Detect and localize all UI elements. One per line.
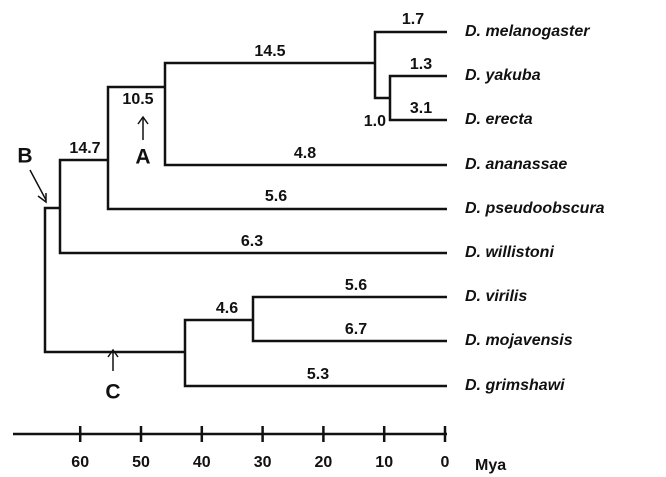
species: D. willistoni: [465, 244, 554, 261]
branch-label: 5.3: [307, 366, 329, 383]
tree-branches: [43, 30, 447, 388]
branch: [388, 74, 447, 122]
species: D. mojavensis: [465, 332, 573, 349]
labels: D. melanogaster D. yakuba D. erecta D. a…: [17, 11, 604, 403]
node-label: C: [105, 381, 120, 404]
tick-label: 50: [132, 454, 150, 471]
branch-label: 4.8: [294, 145, 316, 162]
time-axis: Mya 60 50 40 30 20 10 0: [13, 426, 506, 474]
branch-label: 6.3: [241, 233, 263, 250]
species: D. melanogaster: [465, 23, 590, 40]
branch: [106, 85, 447, 211]
species: D. ananassae: [465, 156, 567, 173]
tick-label: 30: [254, 454, 272, 471]
arrow: [29, 169, 47, 201]
arrow-head: [107, 348, 119, 358]
tick-label: 10: [375, 454, 393, 471]
branch-label: 5.6: [265, 188, 287, 205]
tick-label: 60: [71, 454, 89, 471]
axis-unit: Mya: [475, 457, 506, 474]
species: D. pseudoobscura: [465, 200, 605, 217]
branch: [58, 158, 447, 255]
node-label: A: [135, 146, 150, 169]
tick-label: 20: [315, 454, 333, 471]
branch-label: 6.7: [345, 321, 367, 338]
branch: [373, 30, 447, 100]
species: D. virilis: [465, 288, 527, 305]
branch-label: 1.0: [364, 113, 386, 130]
branch-label: 14.7: [69, 140, 100, 157]
branch-label: 1.3: [410, 56, 432, 73]
branch: [183, 318, 447, 388]
branch: [251, 295, 447, 343]
tick-label: 40: [193, 454, 211, 471]
arrow-head: [37, 193, 47, 204]
species: D. erecta: [465, 111, 533, 128]
branch-label: 10.5: [122, 91, 153, 108]
branch-label: 14.5: [254, 43, 285, 60]
branch-label: 4.6: [216, 300, 238, 317]
branch-label: 5.6: [345, 277, 367, 294]
species: D. yakuba: [465, 67, 541, 84]
branch: [163, 61, 447, 167]
species: D. grimshawi: [465, 377, 565, 394]
branch-label: 3.1: [410, 100, 432, 117]
arrow-head: [137, 115, 149, 125]
tick-label: 0: [441, 454, 450, 471]
branch: [43, 206, 185, 354]
branch-label: 1.7: [402, 11, 424, 28]
arrows: [29, 115, 149, 371]
node-label: B: [17, 145, 32, 168]
